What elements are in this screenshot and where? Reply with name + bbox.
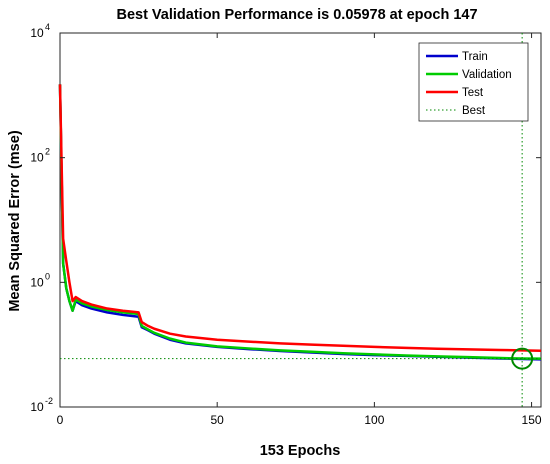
legend: Train Validation Test Best — [418, 42, 529, 122]
best-marker-layer — [60, 33, 541, 407]
x-tick-label: 150 — [522, 413, 542, 427]
y-tick-exponent: 4 — [45, 22, 50, 32]
y-tick-exponent: -2 — [45, 396, 53, 406]
y-tick-label: 10 — [30, 400, 44, 414]
series-line-test — [58, 84, 542, 352]
legend-label-test: Test — [462, 87, 484, 99]
series-layer — [58, 84, 542, 361]
best-point-circle — [511, 347, 534, 370]
legend-label-validation: Validation — [462, 69, 512, 81]
y-tick-exponent: 2 — [45, 147, 50, 157]
x-tick-label: 50 — [211, 413, 225, 427]
y-tick-exponent: 0 — [45, 271, 50, 281]
x-tick-label: 0 — [57, 413, 64, 427]
chart-title: Best Validation Performance is 0.05978 a… — [116, 7, 477, 23]
y-tick-label: 10 — [30, 26, 44, 40]
y-tick-label: 10 — [30, 151, 44, 165]
y-axis-label: Mean Squared Error (mse) — [7, 130, 23, 311]
legend-label-best: Best — [462, 105, 486, 117]
series-line-validation — [58, 84, 542, 360]
x-tick-label: 100 — [364, 413, 384, 427]
y-tick-label: 10 — [30, 275, 44, 289]
x-axis-label: 153 Epochs — [260, 443, 341, 459]
legend-label-train: Train — [462, 51, 488, 63]
